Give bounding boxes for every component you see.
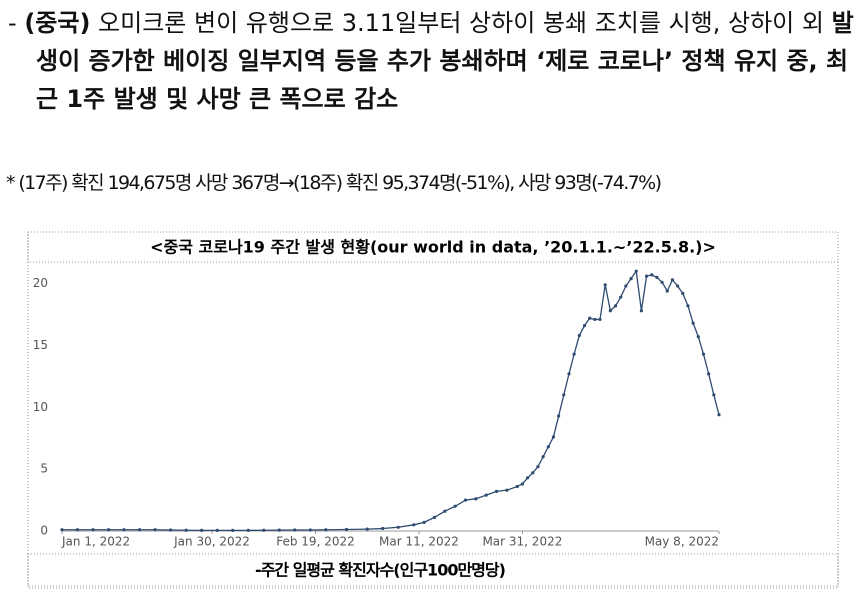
note: * (17주) 확진 194,675명 사망 367명→(18주) 확진 95,… <box>6 172 662 194</box>
point <box>676 284 680 288</box>
point <box>443 509 447 513</box>
point <box>582 324 587 328</box>
point <box>577 333 581 338</box>
point <box>557 414 561 418</box>
point <box>422 520 426 524</box>
point <box>546 445 550 449</box>
point <box>562 393 566 397</box>
point <box>717 413 721 417</box>
point <box>665 289 669 293</box>
point <box>106 528 111 532</box>
y-tick-label: 5 <box>40 462 48 476</box>
point <box>634 269 638 273</box>
emphasis: 발생이 증가한 베이징 일부지역 등을 추가 봉쇄하며 ‘제로 코로나’ 정책 … <box>36 9 854 113</box>
point <box>484 493 488 497</box>
point <box>525 476 530 480</box>
point <box>515 484 519 489</box>
point <box>344 527 349 532</box>
bullet: - <box>8 9 17 37</box>
point <box>432 515 437 519</box>
point <box>381 526 385 531</box>
x-tick-label: Feb 19, 2022 <box>276 535 355 549</box>
point <box>60 528 64 532</box>
point <box>541 455 545 459</box>
point <box>365 527 369 531</box>
title-frame <box>27 231 839 263</box>
point <box>137 528 142 532</box>
line <box>62 269 720 532</box>
lead: (중국) <box>24 9 91 37</box>
point <box>277 528 281 532</box>
point <box>453 504 457 508</box>
point <box>593 317 597 322</box>
point <box>308 528 312 532</box>
point <box>91 528 95 532</box>
point <box>184 528 188 532</box>
x-tick-label: Mar 11, 2022 <box>379 535 459 549</box>
point <box>551 435 556 439</box>
point <box>520 482 525 486</box>
point <box>670 278 675 282</box>
point <box>598 317 602 322</box>
point <box>505 488 509 492</box>
y-tick-label: 0 <box>40 524 48 538</box>
point <box>396 525 400 529</box>
point <box>696 335 700 339</box>
point <box>153 528 157 532</box>
y-tick-label: 10 <box>33 400 48 414</box>
point <box>463 498 468 502</box>
point <box>262 528 266 532</box>
point <box>588 316 592 320</box>
point <box>655 275 659 279</box>
point <box>567 372 571 376</box>
point <box>531 471 535 475</box>
point <box>613 304 618 308</box>
caption-frame <box>27 553 839 587</box>
point <box>474 497 478 501</box>
point <box>200 528 204 532</box>
chart-title: <중국 코로나19 주간 발생 현황(our world in data, ’2… <box>150 238 716 257</box>
point <box>494 489 499 494</box>
point <box>639 309 644 313</box>
point <box>231 528 235 532</box>
y-tick-label: 20 <box>33 276 48 290</box>
x-tick-label: Jan 30, 2022 <box>173 535 250 549</box>
point <box>712 393 716 397</box>
point <box>629 277 633 281</box>
point <box>686 304 690 308</box>
point <box>644 274 649 278</box>
body: 오미크론 변이 유행으로 3.11일부터 상하이 봉쇄 조치를 시행, 상하이 … <box>90 9 832 37</box>
point <box>660 280 664 284</box>
point <box>624 284 628 288</box>
point <box>536 465 540 469</box>
point <box>122 528 126 532</box>
x-tick-label: Jan 1, 2022 <box>61 535 130 549</box>
point <box>701 352 706 356</box>
point <box>572 352 576 356</box>
point <box>650 273 654 277</box>
x-tick-label: Mar 31, 2022 <box>482 535 562 549</box>
x-tick-label: May 8, 2022 <box>645 535 719 549</box>
point <box>619 295 623 299</box>
point <box>412 523 416 527</box>
point <box>215 528 219 532</box>
point <box>681 291 685 296</box>
point <box>691 321 695 325</box>
point <box>169 528 173 532</box>
point <box>75 528 80 532</box>
y-tick-label: 15 <box>33 338 48 352</box>
point <box>246 528 250 532</box>
caption: -주간 일평균 확진자수(인구100만명당) <box>255 561 505 580</box>
point <box>293 528 297 532</box>
point <box>603 283 607 287</box>
point <box>707 372 711 376</box>
point <box>324 528 328 532</box>
paragraph: - (중국) 오미크론 변이 유행으로 3.11일부터 상하이 봉쇄 조치를 시… <box>8 4 854 118</box>
point <box>608 309 612 313</box>
